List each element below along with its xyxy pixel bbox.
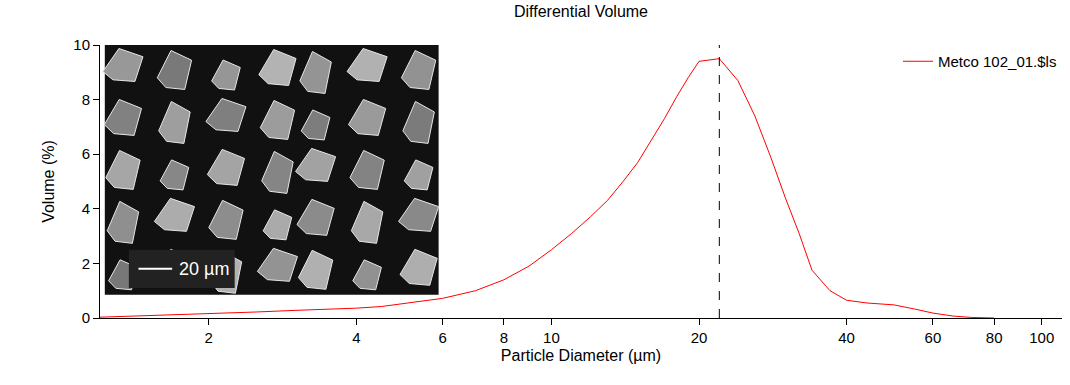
- svg-text:4: 4: [352, 329, 360, 346]
- svg-text:Particle Diameter (µm): Particle Diameter (µm): [501, 347, 661, 364]
- svg-text:10: 10: [543, 329, 560, 346]
- svg-text:Differential Volume: Differential Volume: [514, 3, 648, 20]
- svg-text:0: 0: [82, 309, 90, 326]
- svg-text:2: 2: [82, 255, 90, 272]
- svg-text:6: 6: [82, 145, 90, 162]
- svg-text:Metco 102_01.$ls: Metco 102_01.$ls: [938, 53, 1056, 70]
- svg-text:20: 20: [691, 329, 708, 346]
- svg-text:8: 8: [500, 329, 508, 346]
- svg-text:8: 8: [82, 91, 90, 108]
- svg-text:2: 2: [205, 329, 213, 346]
- svg-text:4: 4: [82, 200, 90, 217]
- svg-text:80: 80: [986, 329, 1003, 346]
- svg-text:40: 40: [838, 329, 855, 346]
- svg-text:20 µm: 20 µm: [179, 259, 229, 279]
- svg-text:10: 10: [73, 36, 90, 53]
- svg-text:6: 6: [439, 329, 447, 346]
- svg-text:100: 100: [1029, 329, 1054, 346]
- svg-text:60: 60: [925, 329, 942, 346]
- svg-text:Volume (%): Volume (%): [40, 140, 57, 223]
